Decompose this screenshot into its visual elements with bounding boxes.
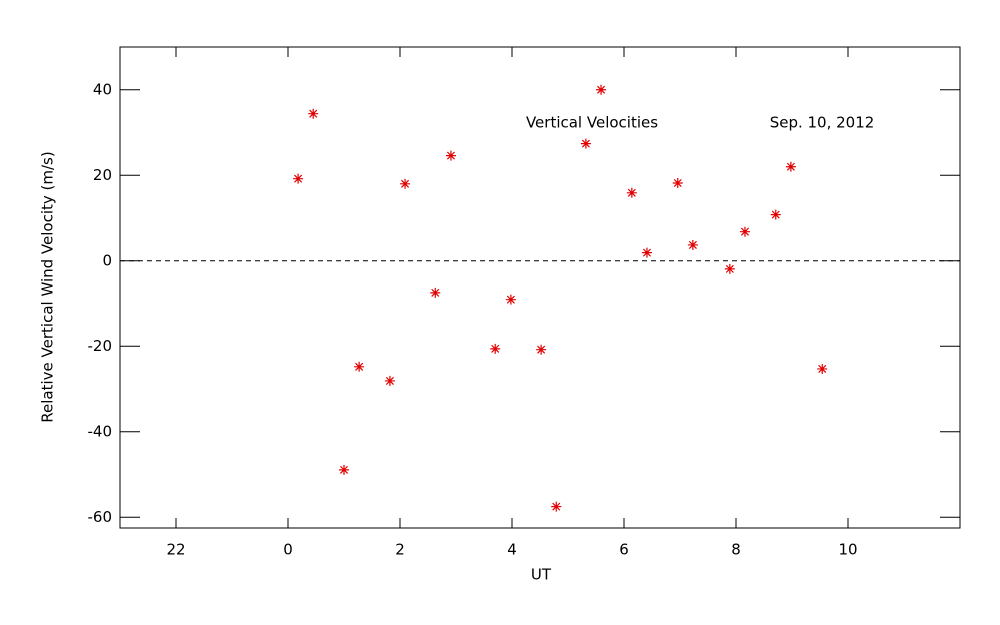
x-tick-label: 10 (838, 541, 857, 559)
data-point (384, 375, 395, 386)
data-point (596, 84, 607, 95)
data-point (817, 363, 828, 374)
plot-frame (119, 46, 961, 529)
data-point (354, 361, 365, 372)
x-axis-label: UT (531, 566, 552, 584)
data-point (770, 209, 781, 220)
annotation: Vertical Velocities (526, 114, 658, 132)
data-point (580, 138, 591, 149)
annotation: Sep. 10, 2012 (770, 114, 875, 132)
data-point (490, 343, 501, 354)
y-tick-label: 0 (102, 251, 112, 269)
y-tick-label: -20 (88, 337, 113, 355)
y-tick-label: -60 (88, 508, 113, 526)
data-point (626, 187, 637, 198)
y-tick-label: 40 (93, 80, 112, 98)
x-tick-label: 0 (283, 541, 293, 559)
x-tick-label: 22 (166, 541, 185, 559)
x-tick-label: 8 (731, 541, 741, 559)
data-point (430, 287, 441, 298)
data-point (641, 247, 652, 258)
data-point (308, 108, 319, 119)
data-point (400, 178, 411, 189)
data-point (724, 263, 735, 274)
data-point (785, 161, 796, 172)
data-point (739, 226, 750, 237)
data-point (293, 173, 304, 184)
data-point (445, 150, 456, 161)
data-point (536, 344, 547, 355)
y-tick-label: -40 (88, 422, 113, 440)
data-point (672, 177, 683, 188)
x-tick-label: 4 (507, 541, 517, 559)
y-tick-label: 20 (93, 166, 112, 184)
data-point (687, 239, 698, 250)
data-point (339, 464, 349, 475)
y-axis-label: Relative Vertical Wind Velocity (m/s) (39, 151, 57, 422)
x-tick-label: 2 (395, 541, 405, 559)
data-point (551, 501, 562, 512)
data-point (505, 294, 516, 305)
x-tick-label: 6 (619, 541, 629, 559)
